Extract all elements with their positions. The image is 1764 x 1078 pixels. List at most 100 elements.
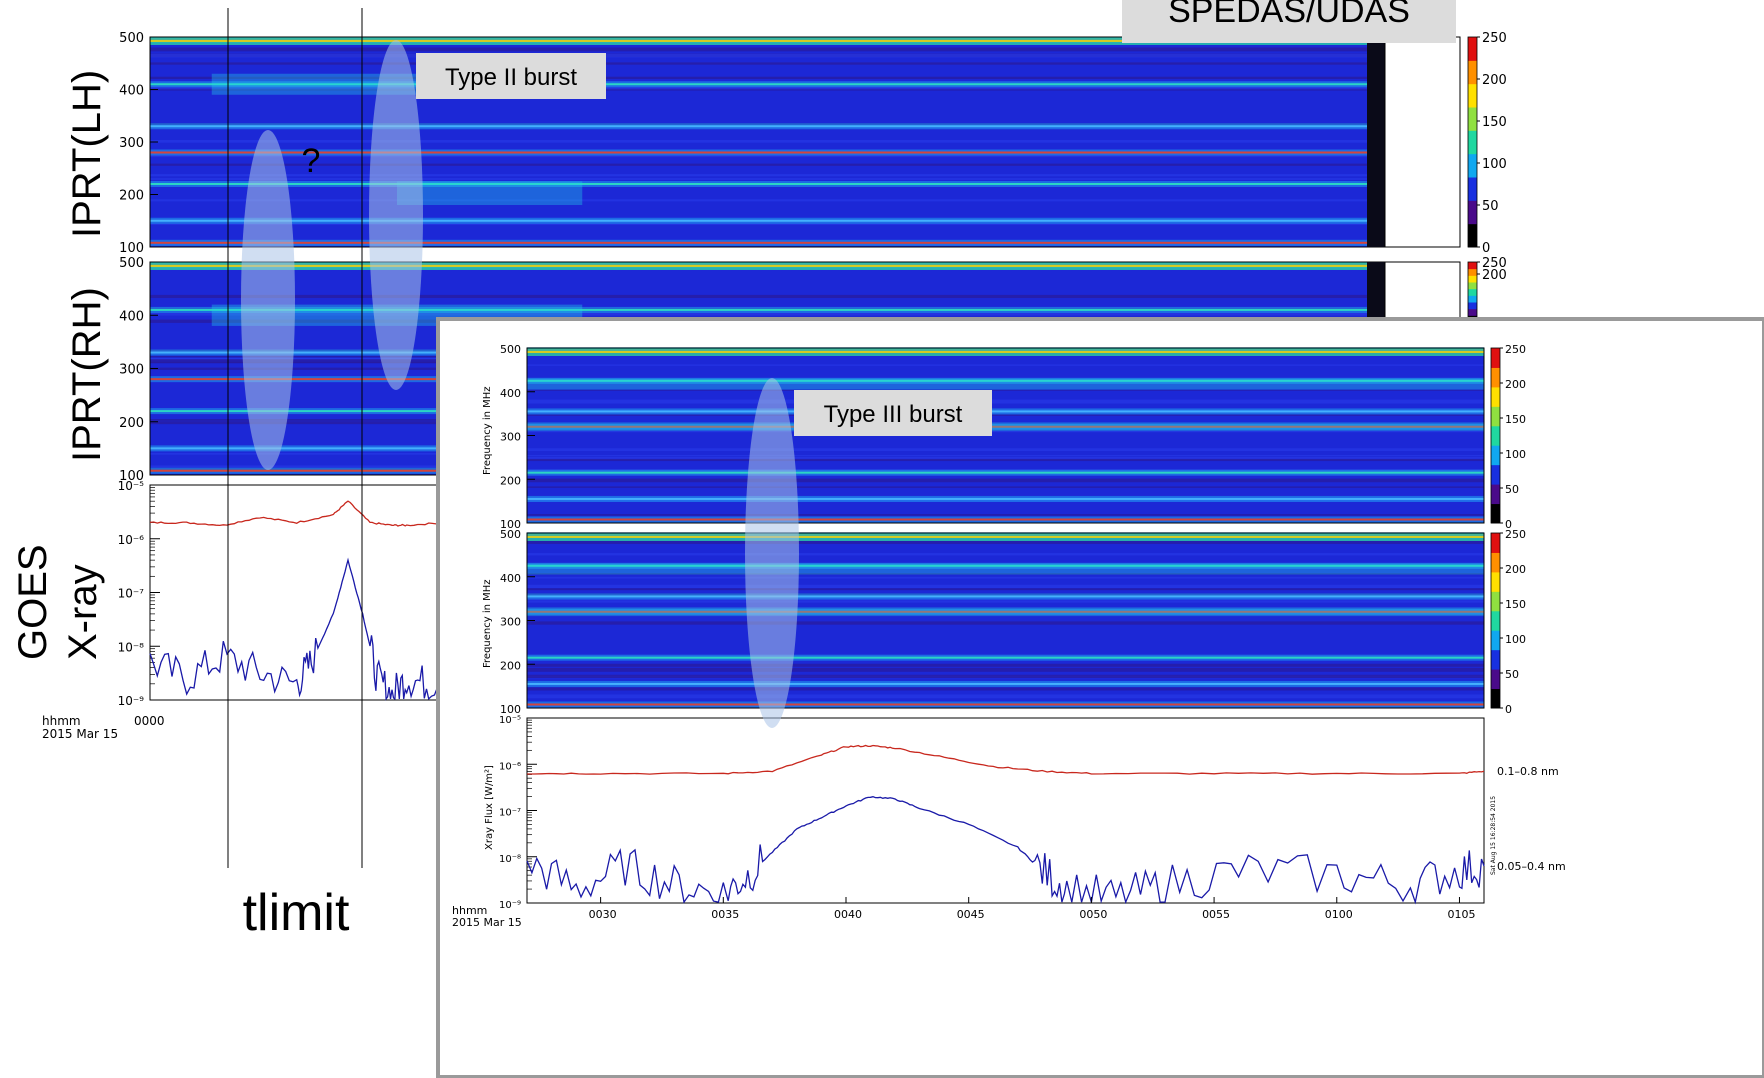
y-tick-label: 300	[500, 431, 521, 444]
spectrogram-texture	[527, 430, 1484, 433]
top-noise-line	[527, 351, 1484, 353]
y-tick-label: 10⁻⁵	[118, 479, 145, 493]
spectrogram-texture	[527, 667, 1484, 672]
spectrogram-texture	[527, 454, 1484, 457]
legend-label-0: 0.1–0.8 nm	[1497, 765, 1559, 778]
spectrogram-texture	[150, 222, 1385, 226]
spectrogram-texture	[527, 576, 1484, 579]
tlimit-label: tlimit	[243, 884, 350, 942]
spectral-band	[527, 425, 1484, 428]
colorbar-segment	[1491, 367, 1500, 388]
spectrogram-texture	[527, 621, 1484, 625]
colorbar-segment	[1491, 591, 1500, 612]
spectral-band	[150, 241, 1385, 244]
spectral-band	[527, 703, 1484, 706]
spectral-band	[527, 379, 1484, 382]
y-tick-label: 100	[119, 241, 144, 256]
y-tick-label: 10⁻⁵	[499, 715, 521, 726]
y-tick-label: 200	[119, 189, 144, 204]
y-tick-label: 10⁻⁶	[499, 761, 521, 772]
spectral-band	[150, 151, 1385, 154]
top-noise-line	[527, 536, 1484, 538]
colorbar-frame	[1467, 36, 1478, 248]
colorbar-tick-label: 50	[1505, 668, 1519, 681]
ylabel-lh: IPRT(LH)	[65, 70, 109, 238]
colorbar-segment	[1468, 302, 1477, 310]
colorbar-tick-label: 250	[1505, 528, 1526, 541]
colorbar-segment	[1491, 406, 1500, 427]
inset-figure: 1002003004005000501001502002501002003004…	[436, 317, 1764, 1078]
colorbar-segment	[1468, 275, 1477, 283]
x-tick-label: 0030	[589, 908, 617, 921]
legend-label-1: 0.05–0.4 nm	[1497, 860, 1566, 873]
spectrogram-texture	[150, 88, 1385, 91]
spectral-band	[527, 564, 1484, 567]
goes-series-line-1	[526, 796, 1485, 905]
inset-side-note: Sat Aug 15 16:28:54 2015	[1490, 796, 1497, 875]
spectral-band	[527, 656, 1484, 659]
colorbar-segment	[1468, 308, 1477, 316]
spectrogram-texture	[150, 178, 1385, 180]
spectral-emission	[397, 181, 583, 205]
y-tick-label: 100	[500, 518, 521, 531]
ylabel-rh: IPRT(RH)	[65, 287, 109, 462]
spectrogram-texture	[150, 139, 1385, 143]
overlay-annotations: SPEDAS/UDAS Type II burst Type III burst? t…	[227, 0, 1456, 942]
colorbar-segment	[1468, 288, 1477, 296]
spectral-band	[150, 219, 1385, 222]
banner-label: SPEDAS/UDAS	[1168, 0, 1410, 30]
colorbar-inset-rh: 0 50 100 150 200 250	[1490, 528, 1526, 716]
colorbar-segment	[1468, 130, 1477, 155]
colorbar-tick-label: 150	[1482, 115, 1507, 130]
spectrogram-texture	[527, 478, 1484, 483]
data-gap-rh	[1367, 262, 1385, 322]
y-tick-label: 400	[119, 309, 144, 324]
y-tick-label: 500	[500, 343, 521, 356]
colorbar-segment	[1491, 484, 1500, 505]
type2-box	[416, 53, 606, 99]
spectral-band	[527, 410, 1484, 413]
colorbar-tick-label: 50	[1505, 483, 1519, 496]
colorbar-segment	[1468, 223, 1477, 248]
x-tick-label: 0055	[1202, 908, 1230, 921]
side-panel-lh	[1384, 36, 1461, 248]
x-axis-unit-label: hhmm	[42, 714, 81, 728]
colorbar-segment	[1468, 295, 1477, 303]
spectrogram-texture	[527, 514, 1484, 516]
x-tick-label: 0050	[1079, 908, 1107, 921]
y-tick-label: 300	[119, 363, 144, 378]
y-tick-label: 100	[500, 703, 521, 716]
spectral-band	[150, 125, 1385, 128]
spectrogram-inset-lh: 100 200 300 400 500	[500, 343, 1485, 531]
spectral-band	[150, 183, 1385, 185]
burst-ellipse-type2	[369, 40, 423, 390]
colorbar-tick-label: 200	[1505, 563, 1526, 576]
side-panel-rh	[1384, 261, 1461, 323]
x-axis-date-label: 2015 Mar 15	[42, 727, 118, 741]
spectrogram-texture	[150, 62, 1385, 65]
colorbar-tick-label: 150	[1505, 413, 1526, 426]
burst-ellipse-type3	[745, 378, 799, 728]
ylabel-goes-2: X-ray	[61, 564, 105, 660]
colorbar-main-lh: 0 50 100 150 200 250	[1467, 31, 1507, 256]
banner-box	[1122, 0, 1456, 43]
spectrogram-background	[527, 348, 1484, 523]
colorbar-segment	[1468, 60, 1477, 85]
spectrogram-texture	[150, 53, 1385, 58]
type3-label: Type III burst	[824, 401, 963, 428]
spectrogram-texture	[150, 47, 1385, 52]
inset-border	[436, 317, 1764, 1078]
colorbar-inset-lh: 0 50 100 150 200 250	[1490, 343, 1526, 531]
colorbar-frame	[1490, 347, 1501, 524]
y-tick-label: 300	[119, 136, 144, 151]
spectrogram-background	[527, 533, 1484, 708]
colorbar-segment	[1491, 533, 1500, 553]
spectral-band	[150, 308, 1385, 311]
spectrogram-texture	[527, 584, 1484, 589]
colorbar-segment	[1468, 107, 1477, 131]
x-tick-label: 0000	[134, 714, 165, 728]
y-tick-label: 400	[500, 387, 521, 400]
y-tick-label: 500	[119, 256, 144, 271]
